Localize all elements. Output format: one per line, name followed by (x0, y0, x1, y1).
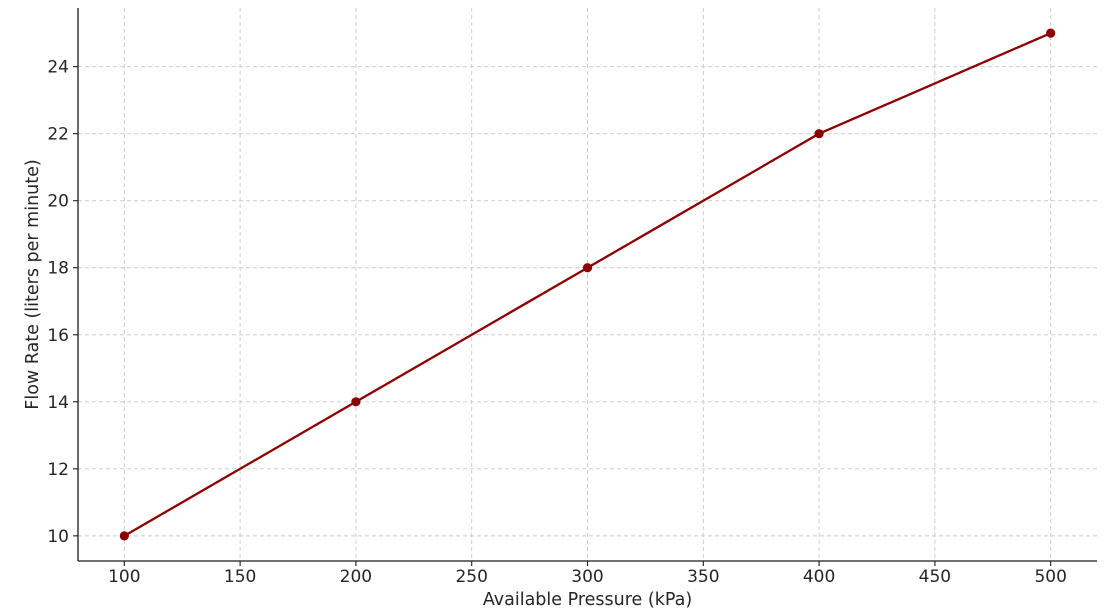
data-point (1046, 28, 1056, 38)
series (119, 28, 1056, 541)
y-tick-label: 14 (47, 393, 69, 413)
x-axis-title: Available Pressure (kPa) (483, 590, 692, 610)
grid (78, 8, 1097, 561)
data-point (814, 129, 824, 139)
y-tick-label: 10 (47, 527, 69, 547)
x-tick-label: 200 (340, 567, 372, 587)
y-tick-label: 22 (47, 125, 69, 145)
x-tick-label: 450 (919, 567, 951, 587)
x-tick-label: 100 (108, 567, 140, 587)
y-tick-label: 12 (47, 460, 69, 480)
x-tick-label: 350 (687, 567, 719, 587)
x-tick-label: 400 (803, 567, 835, 587)
x-tick-label: 500 (1034, 567, 1066, 587)
data-point (119, 531, 129, 541)
x-tick-label: 250 (455, 567, 487, 587)
ticks: 100 150 200 250 300 350 400 450 500 10 12 14 16 18 20 2… (47, 58, 1067, 587)
x-tick-label: 150 (224, 567, 256, 587)
y-tick-label: 20 (47, 192, 69, 212)
y-tick-label: 24 (47, 58, 69, 78)
y-tick-label: 18 (47, 259, 69, 279)
x-tick-label: 300 (571, 567, 603, 587)
data-point (351, 397, 361, 407)
y-axis-title: Flow Rate (liters per minute) (23, 159, 43, 409)
y-tick-label: 16 (47, 326, 69, 346)
data-point (582, 263, 593, 273)
